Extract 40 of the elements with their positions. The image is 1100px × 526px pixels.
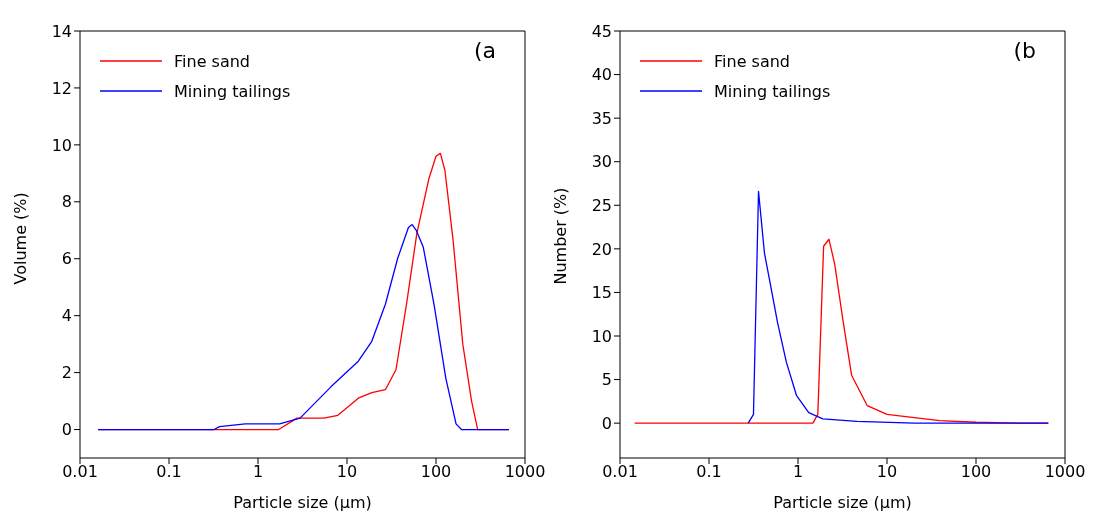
x-tick-label: 100	[960, 462, 992, 482]
y-tick-label: 15	[591, 283, 612, 303]
y-axis-title: Volume (%)	[10, 192, 30, 285]
x-tick-label: 0.01	[602, 462, 638, 482]
y-tick-label: 0	[601, 413, 612, 433]
y-tick-label: 8	[61, 192, 72, 212]
y-tick-label: 25	[591, 195, 612, 215]
x-axis-title: Particle size (μm)	[773, 493, 912, 512]
y-tick-label: 5	[601, 370, 612, 390]
x-tick-label: 10	[336, 462, 358, 482]
x-tick-label: 1000	[1044, 462, 1086, 482]
x-axis-title: Particle size (μm)	[233, 493, 372, 512]
y-tick-label: 40	[591, 65, 612, 85]
x-tick-label: 1	[252, 462, 264, 482]
y-tick-label: 4	[61, 306, 72, 326]
annotation: (a	[473, 38, 496, 63]
y-tick-label: 0	[61, 420, 72, 440]
legend-label: Mining tailings	[174, 81, 291, 101]
x-tick-label: 1000	[504, 462, 546, 482]
legend-label: Mining tailings	[714, 81, 831, 101]
y-tick-label: 45	[591, 21, 612, 41]
x-tick-label: 10	[876, 462, 898, 482]
y-tick-label: 10	[51, 135, 72, 155]
y-tick-label: 10	[591, 326, 612, 346]
y-tick-label: 14	[51, 21, 72, 41]
y-tick-label: 6	[61, 249, 72, 269]
y-tick-label: 20	[591, 239, 612, 259]
y-tick-label: 30	[591, 152, 612, 172]
x-tick-label: 100	[420, 462, 452, 482]
x-tick-label: 1	[792, 462, 804, 482]
y-tick-label: 2	[61, 363, 72, 383]
y-axis-title: Number (%)	[550, 187, 570, 285]
annotation: (b	[1013, 38, 1036, 63]
legend-label: Fine sand	[714, 51, 790, 71]
legend-label: Fine sand	[174, 51, 250, 71]
y-tick-label: 12	[51, 78, 72, 98]
x-tick-label: 0.01	[62, 462, 98, 482]
y-tick-label: 35	[591, 108, 612, 128]
x-tick-label: 0.1	[696, 462, 722, 482]
x-tick-label: 0.1	[156, 462, 182, 482]
